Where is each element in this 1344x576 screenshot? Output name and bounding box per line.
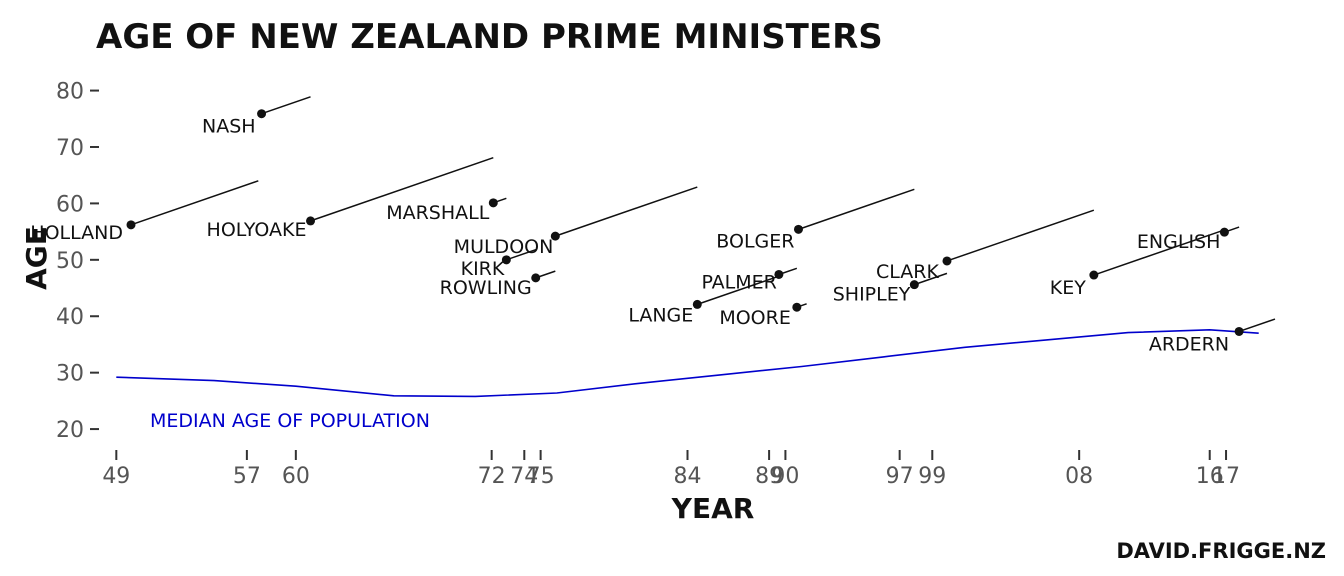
x-tick-label-97: 97: [886, 464, 914, 489]
x-tick-label-75: 75: [527, 464, 555, 489]
pm-label-ardern: ARDERN: [1149, 333, 1229, 355]
y-axis-title: AGE: [20, 226, 53, 290]
tenure-line-bolger: [798, 188, 915, 231]
y-tick-label-40: 40: [56, 305, 84, 330]
tenure-line-nash: [261, 96, 311, 115]
tenure-line-holyoake: [310, 156, 494, 222]
pm-point-marshall: [488, 198, 498, 208]
pm-label-nash: NASH: [202, 116, 256, 138]
pm-point-clark: [942, 256, 952, 266]
pm-label-bolger: BOLGER: [716, 230, 794, 252]
pm-point-muldoon: [550, 231, 560, 241]
median-age-layer: MEDIAN AGE OF POPULATION: [116, 328, 1259, 432]
pm-label-holland: HOLLAND: [30, 222, 123, 244]
pm-point-moore: [792, 302, 802, 312]
y-tick-label-70: 70: [56, 136, 84, 161]
tenure-line-shipley: [914, 272, 948, 286]
tenure-line-ardern: [1238, 318, 1276, 333]
x-tick-label-60: 60: [282, 464, 310, 489]
x-tick-label-72: 72: [478, 464, 506, 489]
pm-label-key: KEY: [1050, 277, 1086, 299]
pm-label-marshall: MARSHALL: [386, 202, 490, 224]
x-axis-title: YEAR: [671, 492, 755, 525]
pm-label-holyoake: HOLYOAKE: [207, 219, 307, 241]
tenure-lines-layer: [130, 96, 1276, 333]
pm-point-palmer: [774, 269, 784, 279]
chart-title: AGE OF NEW ZEALAND PRIME MINISTERS: [96, 17, 883, 57]
pm-label-rowling: ROWLING: [440, 277, 532, 299]
pm-point-rowling: [531, 273, 541, 283]
pm-label-muldoon: MULDOON: [454, 236, 554, 258]
y-tick-label-50: 50: [56, 249, 84, 274]
pm-point-bolger: [793, 224, 803, 234]
pm-point-english: [1219, 227, 1229, 237]
x-tick-label-99: 99: [918, 464, 946, 489]
y-tick-label-30: 30: [56, 362, 84, 387]
y-axis: 20 30 40 50 60 70 80: [56, 80, 99, 443]
x-tick-label-17: 17: [1212, 464, 1240, 489]
pm-label-moore: MOORE: [719, 307, 791, 329]
pm-point-kirk: [501, 255, 511, 265]
y-tick-label-20: 20: [56, 418, 84, 443]
x-tick-label-49: 49: [102, 464, 130, 489]
pm-point-shipley: [909, 280, 919, 290]
tenure-line-holland: [130, 180, 259, 226]
pm-point-key: [1089, 270, 1099, 280]
pm-point-lange: [692, 299, 702, 309]
tenure-line-clark: [946, 209, 1095, 262]
x-tick-label-16: 16: [1196, 464, 1224, 489]
x-tick-label-57: 57: [233, 464, 261, 489]
y-tick-label-80: 80: [56, 80, 84, 105]
pm-point-nash: [257, 109, 267, 119]
x-tick-label-08: 08: [1065, 464, 1093, 489]
pm-point-holland: [126, 220, 136, 230]
pm-label-palmer: PALMER: [701, 271, 776, 293]
y-tick-label-60: 60: [56, 192, 84, 217]
pm-label-shipley: SHIPLEY: [833, 284, 911, 306]
x-tick-label-84: 84: [674, 464, 702, 489]
tenure-line-kirk: [506, 248, 536, 261]
credit-text: DAVID.FRIGGE.NZ: [1116, 539, 1326, 563]
x-tick-label-74: 74: [510, 464, 538, 489]
pm-point-ardern: [1234, 326, 1244, 336]
pm-label-clark: CLARK: [876, 261, 939, 283]
tenure-line-muldoon: [555, 186, 698, 237]
pm-label-lange: LANGE: [628, 304, 693, 326]
x-tick-label-89: 89: [755, 464, 783, 489]
median-age-label: MEDIAN AGE OF POPULATION: [150, 410, 430, 432]
pm-point-holyoake: [306, 216, 316, 226]
pm-points-layer: [126, 109, 1244, 336]
x-tick-label-90: 90: [771, 464, 799, 489]
tenure-line-key: [1093, 229, 1225, 276]
median-age-line: [116, 328, 1259, 398]
pm-label-kirk: KIRK: [461, 258, 505, 280]
tenure-line-lange: [697, 275, 780, 306]
pm-label-english: ENGLISH: [1137, 231, 1220, 253]
